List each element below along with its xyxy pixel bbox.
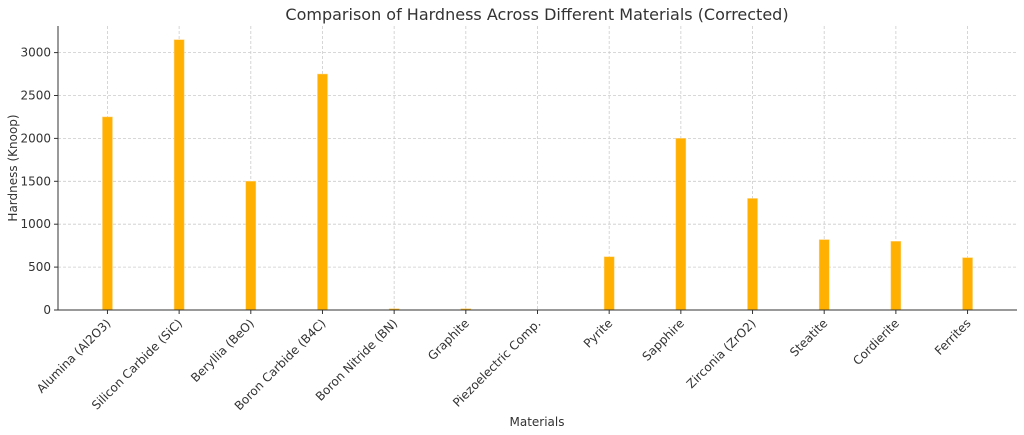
y-tick-label: 500 <box>28 260 51 274</box>
x-tick-label: Boron Nitride (BN) <box>313 316 400 403</box>
y-tick-label: 3000 <box>20 46 51 60</box>
x-tick-label: Zirconia (ZrO2) <box>684 316 759 391</box>
x-tick-label: Beryllia (BeO) <box>188 316 257 385</box>
x-tick-label: Ferrites <box>932 316 974 358</box>
y-tick-label: 1000 <box>20 217 51 231</box>
y-tick-label: 0 <box>43 303 51 317</box>
bar-10 <box>818 239 830 311</box>
x-tick-label: Alumina (Al2O3) <box>34 316 114 396</box>
bar-2 <box>245 181 257 311</box>
bar-1 <box>173 39 185 311</box>
chart-title: Comparison of Hardness Across Different … <box>285 5 788 24</box>
bar-11 <box>890 241 902 311</box>
bar-9 <box>747 198 758 311</box>
y-tick-label: 2500 <box>20 88 51 102</box>
x-tick-label: Pyrite <box>581 316 615 350</box>
y-axis-label: Hardness (Knoop) <box>6 114 20 221</box>
x-tick-label: Graphite <box>425 316 472 363</box>
bar-12 <box>962 257 973 311</box>
bar-7 <box>603 256 615 311</box>
bar-0 <box>102 116 113 311</box>
bar-8 <box>675 138 687 311</box>
bar-3 <box>317 73 328 311</box>
x-tick-label: Sapphire <box>639 316 687 364</box>
y-tick-label: 2000 <box>20 131 51 145</box>
x-axis-label: Materials <box>509 415 564 429</box>
x-tick-label: Cordierite <box>850 316 902 368</box>
x-tick-label: Steatite <box>787 316 830 359</box>
y-tick-label: 1500 <box>20 174 51 188</box>
